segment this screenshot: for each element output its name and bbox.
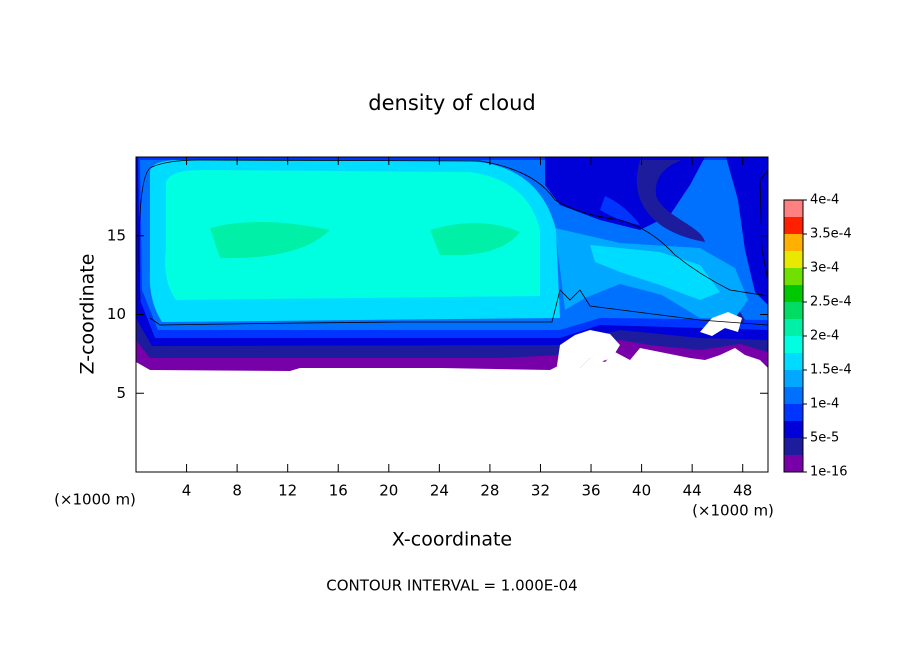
x-tick-label: 44	[683, 482, 702, 500]
contour-band	[430, 222, 520, 256]
colorbar-band	[784, 217, 803, 234]
colorbar-tick-label: 5e-5	[810, 431, 839, 446]
x-tick-label: 40	[632, 482, 651, 500]
colorbar-band	[784, 387, 803, 404]
x-tick-label: 32	[531, 482, 550, 500]
x-tick-label: 36	[581, 482, 600, 500]
chart-title: density of cloud	[368, 91, 535, 115]
colorbar-band	[784, 404, 803, 421]
colorbar-band	[784, 234, 803, 251]
contour-line	[759, 169, 769, 281]
colorbar-band	[784, 336, 803, 353]
y-axis-label: Z-coordinate	[77, 254, 99, 375]
colorbar-tick-label: 1e-4	[810, 397, 839, 412]
colorbar-tick-label: 1.5e-4	[810, 363, 852, 378]
colorbar-band	[784, 302, 803, 319]
colorbar-band	[784, 285, 803, 302]
contour-line	[149, 289, 769, 326]
contour-interval: CONTOUR INTERVAL = 1.000E-04	[326, 577, 577, 595]
colorbar-band	[784, 438, 803, 455]
colorbar-band	[784, 319, 803, 336]
colorbar-tick-label: 2e-4	[810, 329, 839, 344]
contour-band	[726, 157, 768, 305]
colorbar-band	[784, 421, 803, 438]
colorbar-tick-label: 2.5e-4	[810, 295, 852, 310]
colorbar-band	[784, 251, 803, 268]
x-tick-label: 8	[232, 482, 242, 500]
colorbar-tick-label: 3.5e-4	[810, 227, 852, 242]
x-tick-label: 48	[733, 482, 752, 500]
no-data-region	[556, 312, 742, 372]
x-tick-label: 4	[182, 482, 192, 500]
colorbar-band	[784, 268, 803, 285]
x-unit: (×1000 m)	[692, 502, 774, 520]
colorbar-band	[784, 200, 803, 217]
colorbar-band	[784, 455, 803, 472]
y-tick-label: 5	[116, 384, 126, 402]
y-tick-label: 15	[107, 226, 126, 244]
colorbar-band	[784, 353, 803, 370]
colorbar-band	[784, 370, 803, 387]
contour-band	[600, 196, 640, 225]
contour-line	[138, 159, 769, 301]
x-tick-label: 12	[278, 482, 297, 500]
contour-band	[590, 245, 720, 300]
x-tick-label: 24	[430, 482, 449, 500]
x-tick-label: 16	[329, 482, 348, 500]
y-tick-label: 10	[107, 305, 126, 323]
contour-band	[636, 160, 705, 242]
x-tick-label: 20	[379, 482, 398, 500]
colorbar-tick-label: 4e-4	[810, 193, 839, 208]
x-tick-label: 28	[480, 482, 499, 500]
x-axis-label: X-coordinate	[392, 529, 512, 551]
colorbar-tick-label: 1e-16	[810, 465, 848, 480]
contour-field	[136, 157, 769, 372]
contour-band	[210, 221, 330, 259]
y-unit: (×1000 m)	[54, 491, 136, 509]
colorbar-tick-label: 3e-4	[810, 261, 839, 276]
contour-band	[165, 170, 540, 300]
